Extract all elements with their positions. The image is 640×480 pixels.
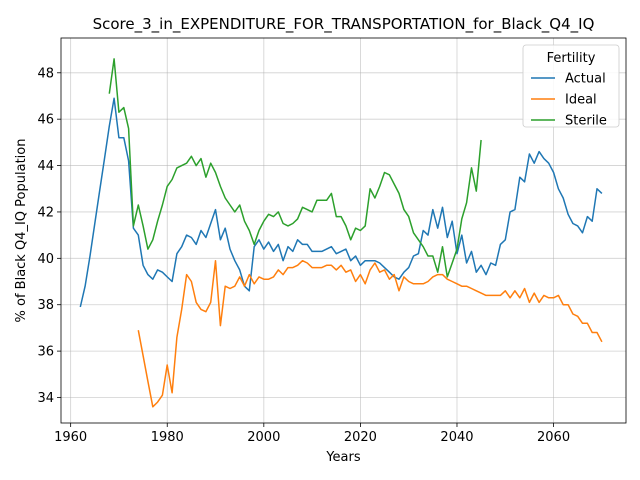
series-line-actual	[79, 97, 603, 308]
y-tick-label: 34	[37, 391, 54, 406]
legend-label-actual: Actual	[565, 72, 606, 87]
x-tick-label: 2060	[537, 430, 570, 445]
x-axis-ticks: 1960 1980 2000 2020 2040 2060	[54, 423, 570, 445]
y-tick-label: 36	[37, 345, 54, 360]
legend-entries: Actual Ideal Sterile	[531, 72, 607, 129]
x-tick-label: 1980	[151, 430, 184, 445]
y-tick-label: 38	[37, 298, 54, 313]
series-line-sterile	[108, 58, 482, 278]
legend-title: Fertility	[547, 51, 596, 66]
legend-box	[522, 44, 620, 128]
x-tick-label: 2020	[344, 430, 377, 445]
y-tick-label: 44	[37, 159, 54, 174]
legend-label-sterile: Sterile	[565, 114, 607, 129]
gridlines	[61, 38, 626, 423]
chart-title: Score_3_in_EXPENDITURE_FOR_TRANSPORTATIO…	[93, 15, 595, 34]
legend-label-ideal: Ideal	[565, 93, 597, 108]
series-line-ideal	[137, 259, 603, 408]
plot-area-frame	[60, 37, 627, 424]
series-group	[79, 58, 603, 408]
y-tick-label: 42	[37, 205, 54, 220]
x-tick-label: 1960	[54, 430, 87, 445]
y-tick-label: 40	[37, 252, 54, 267]
x-tick-label: 2000	[247, 430, 280, 445]
x-axis-label: Years	[325, 450, 361, 465]
y-tick-label: 48	[37, 66, 54, 81]
y-tick-label: 46	[37, 113, 54, 128]
y-axis-label: % of Black Q4_IQ Population	[14, 139, 29, 323]
legend: Fertility Actual Ideal Sterile	[522, 44, 620, 129]
y-axis-ticks: 34 36 38 40 42 44 46 48	[37, 66, 61, 406]
x-tick-label: 2040	[440, 430, 473, 445]
